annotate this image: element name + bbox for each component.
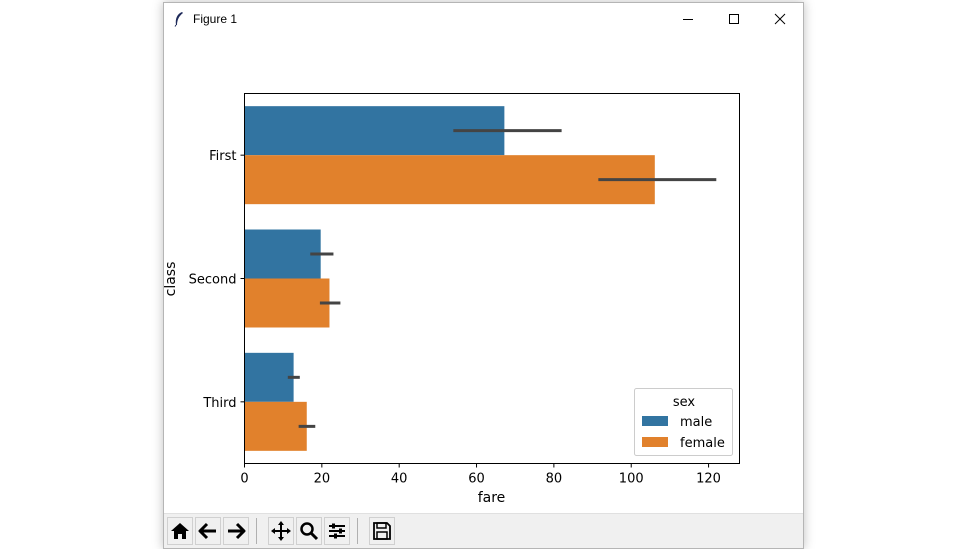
title-bar[interactable]: Figure 1 — [164, 3, 803, 34]
bars-layer — [244, 106, 655, 451]
maximize-icon — [729, 13, 739, 24]
legend-label-female: female — [680, 436, 725, 451]
configure-subplots-button[interactable] — [324, 517, 350, 545]
bar-third-female — [244, 401, 307, 451]
back-button[interactable] — [195, 517, 221, 545]
x-tick-label: 60 — [468, 472, 485, 487]
magnifier-icon — [300, 522, 319, 541]
arrow-left-icon — [198, 522, 216, 540]
y-tick-label: Second — [189, 273, 237, 288]
y-tick-label: Third — [202, 396, 236, 411]
figure-canvas[interactable]: 0 20 40 60 80 100 120 First Second Third fare cl… — [164, 34, 803, 515]
legend-swatch-female — [642, 437, 668, 447]
window-title: Figure 1 — [193, 12, 238, 26]
feather-icon — [174, 12, 183, 27]
floppy-disk-icon — [373, 522, 391, 540]
maximize-button[interactable] — [711, 3, 757, 34]
x-axis-label: fare — [478, 490, 506, 506]
sliders-icon — [329, 523, 345, 539]
y-tick-label: First — [209, 149, 236, 164]
bar-second-female — [244, 278, 330, 328]
pan-button[interactable] — [268, 517, 294, 545]
move-icon — [271, 521, 291, 541]
x-tick-label: 80 — [546, 472, 563, 487]
error-bars-layer — [287, 129, 717, 428]
home-button[interactable] — [167, 517, 193, 545]
y-axis-label: class — [164, 262, 179, 297]
legend-title: sex — [673, 395, 696, 410]
legend-swatch-male — [642, 416, 668, 426]
x-tick-label: 120 — [696, 472, 721, 487]
y-ticks: First Second Third — [189, 149, 245, 411]
minimize-button[interactable] — [665, 3, 711, 34]
x-ticks: 0 20 40 60 80 100 120 — [240, 463, 721, 487]
legend-label-male: male — [680, 415, 712, 430]
arrow-right-icon — [228, 522, 246, 540]
x-tick-label: 40 — [391, 472, 408, 487]
bar-second-male — [244, 229, 321, 279]
x-tick-label: 0 — [240, 472, 248, 487]
x-tick-label: 20 — [314, 472, 331, 487]
save-button[interactable] — [369, 517, 395, 545]
forward-button[interactable] — [223, 517, 249, 545]
figure-window: Figure 1 0 20 40 60 80 100 120 First Second Thir… — [163, 2, 804, 549]
bar-third-male — [244, 352, 294, 402]
home-icon — [171, 523, 189, 539]
zoom-button[interactable] — [296, 517, 322, 545]
close-icon — [774, 13, 786, 24]
bar-first-female — [244, 155, 655, 205]
close-button[interactable] — [757, 3, 803, 34]
x-tick-label: 100 — [619, 472, 644, 487]
legend: sex male female — [634, 388, 733, 456]
minimize-icon — [683, 18, 693, 20]
navigation-toolbar — [164, 513, 803, 548]
